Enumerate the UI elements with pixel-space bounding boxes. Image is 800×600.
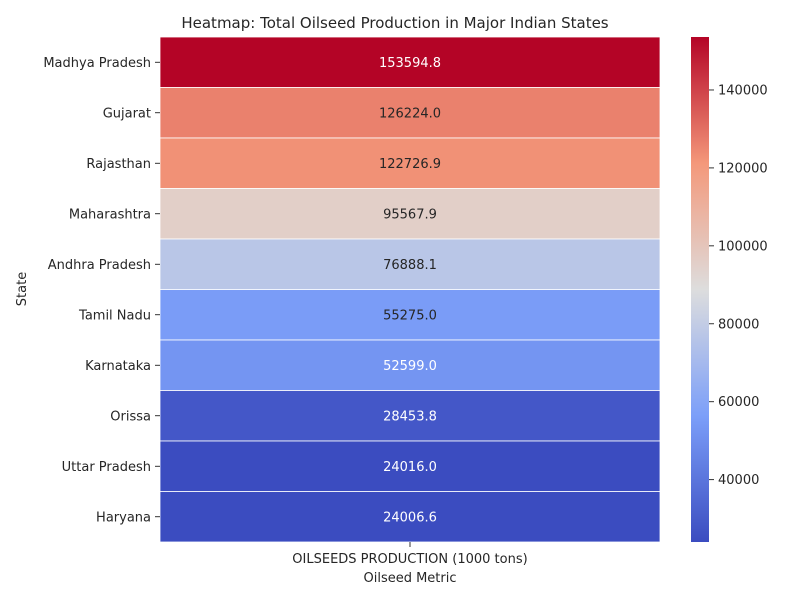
y-tick-label: Andhra Pradesh (48, 258, 151, 273)
heatmap-cell (159, 238, 661, 290)
heatmap-cell (159, 188, 661, 240)
heatmap-cells: 153594.8 126224.0 122726.9 95567.9 76888.1 55… (159, 36, 661, 543)
x-axis-label: Oilseed Metric (363, 571, 456, 586)
y-tick-label: Karnataka (85, 359, 151, 374)
heatmap-cell (159, 390, 661, 442)
y-tick-label: Haryana (96, 510, 151, 525)
heatmap-cell (159, 289, 661, 341)
y-axis-label: State (15, 272, 30, 306)
cell-value-label: 52599.0 (383, 359, 437, 374)
colorbar-gradient (691, 37, 709, 542)
y-tick-label: Gujarat (103, 106, 151, 121)
y-tick-label: Maharashtra (69, 207, 151, 222)
x-tick-labels: OILSEEDS PRODUCTION (1000 tons) (292, 542, 528, 567)
y-tick-labels: Madhya Pradesh Gujarat Rajasthan Maharashtr… (43, 56, 160, 525)
y-tick-label: Orissa (110, 409, 151, 424)
colorbar-tick-label: 140000 (718, 83, 768, 98)
heatmap-cell (159, 137, 661, 189)
y-tick-label: Tamil Nadu (78, 308, 151, 323)
x-tick-label: OILSEEDS PRODUCTION (1000 tons) (292, 552, 527, 567)
colorbar-tick-label: 60000 (718, 395, 759, 410)
colorbar-tick-label: 120000 (718, 161, 768, 176)
cell-value-label: 24016.0 (383, 460, 437, 475)
y-tick-label: Madhya Pradesh (43, 56, 151, 71)
heatmap-cell (159, 36, 661, 88)
cell-value-label: 122726.9 (379, 157, 441, 172)
heatmap-cell (159, 491, 661, 543)
colorbar-tick-label: 40000 (718, 473, 759, 488)
cell-value-label: 153594.8 (379, 56, 441, 71)
cell-value-label: 55275.0 (383, 308, 437, 323)
cell-value-label: 28453.8 (383, 409, 437, 424)
cell-value-label: 95567.9 (383, 207, 437, 222)
y-tick-label: Uttar Pradesh (62, 460, 151, 475)
cell-value-label: 126224.0 (379, 106, 441, 121)
cell-value-label: 24006.6 (383, 510, 437, 525)
chart-title: Heatmap: Total Oilseed Production in Maj… (181, 14, 608, 32)
y-tick-label: Rajasthan (86, 157, 151, 172)
colorbar: 40000 60000 80000 100000 120000 140000 (691, 37, 768, 542)
colorbar-tick-label: 80000 (718, 317, 759, 332)
heatmap-cell (159, 87, 661, 139)
cell-value-label: 76888.1 (383, 258, 437, 273)
colorbar-tick-label: 100000 (718, 239, 768, 254)
